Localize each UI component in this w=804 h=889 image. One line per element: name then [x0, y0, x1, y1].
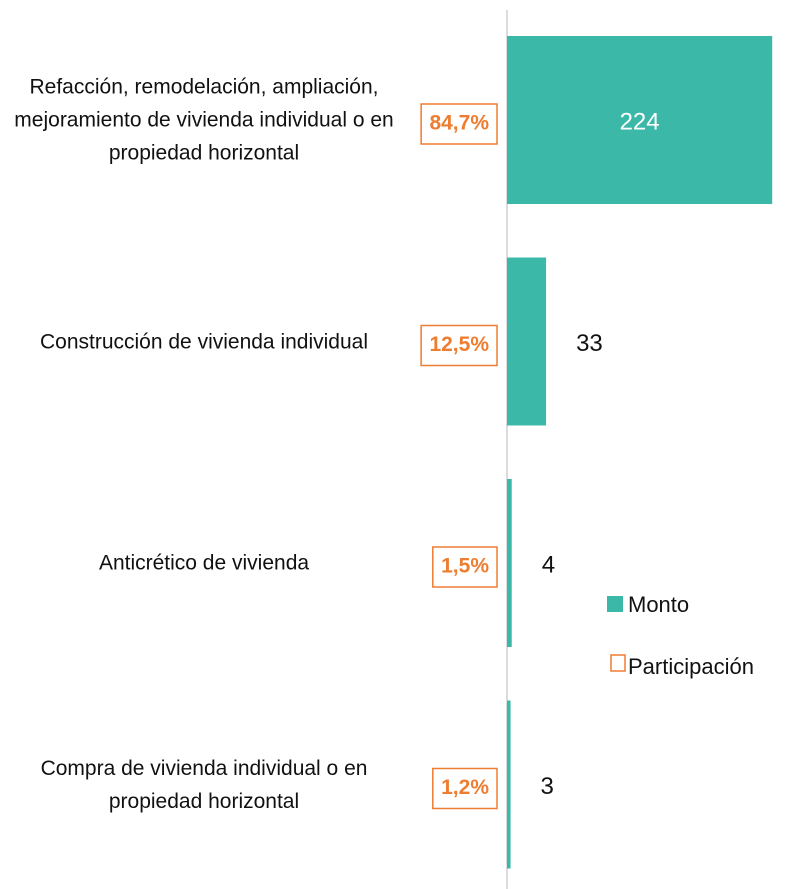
participation-box	[432, 546, 498, 588]
category-label: Anticrético de vivienda	[98, 551, 310, 575]
bar	[507, 479, 512, 647]
value-label: 3	[541, 773, 554, 800]
participation-label: 1,2%	[441, 776, 489, 799]
participation-label: 84,7%	[429, 112, 489, 135]
bar	[507, 257, 547, 426]
value-label: 33	[576, 330, 603, 357]
value-label: 224	[620, 108, 660, 135]
bar	[507, 700, 511, 869]
legend-label: Monto	[628, 592, 689, 617]
legend-label: Participación	[628, 654, 754, 679]
value-label: 4	[542, 551, 555, 578]
participation-label: 12,5%	[429, 333, 489, 356]
category-label: Compra de vivienda individual o en propi…	[40, 756, 368, 813]
participation-label: 1,5%	[441, 555, 489, 578]
participation-box	[432, 767, 498, 810]
bar	[507, 36, 773, 204]
legend-swatch	[607, 596, 623, 612]
legend-swatch	[610, 654, 626, 672]
participation-box	[420, 324, 498, 367]
participation-box	[420, 103, 498, 145]
category-label: Refacción, remodelación, ampliación, mej…	[14, 75, 394, 165]
category-label: Construcción de vivienda individual	[39, 330, 369, 353]
